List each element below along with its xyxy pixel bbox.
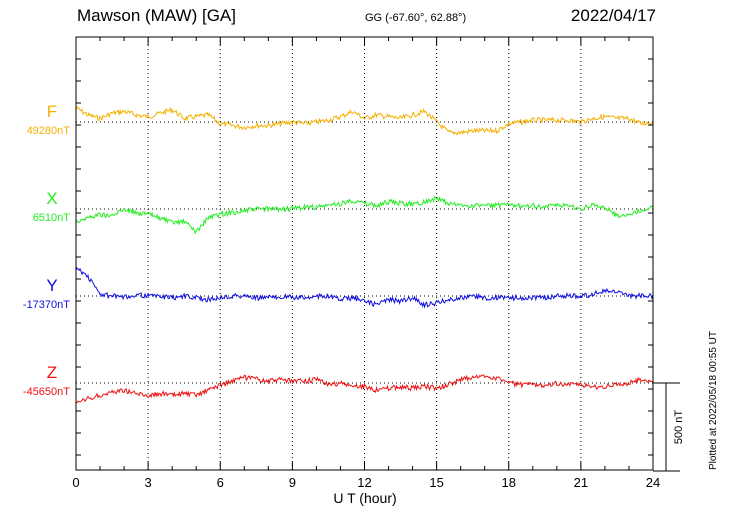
x-tick-label-12: 12 xyxy=(357,475,371,490)
scale-bar: 500 nT xyxy=(653,382,685,472)
series-line-F xyxy=(75,106,654,136)
x-tick-label-6: 6 xyxy=(217,475,224,490)
series-lines xyxy=(75,106,654,404)
x-tick-label-15: 15 xyxy=(429,475,443,490)
grid-lines xyxy=(147,37,582,470)
chart-date: 2022/04/17 xyxy=(570,6,656,25)
baseline-value-X: 6510nT xyxy=(33,212,71,224)
series-line-X xyxy=(75,195,654,235)
series-label-Y: Y xyxy=(46,276,57,295)
series-line-Z xyxy=(75,374,654,404)
x-tick-label-21: 21 xyxy=(574,475,588,490)
x-tick-label-18: 18 xyxy=(502,475,516,490)
plotted-timestamp: Plotted at 2022/05/18 00:55 UT xyxy=(708,331,719,470)
x-tick-label-24: 24 xyxy=(646,475,660,490)
x-axis-label: U T (hour) xyxy=(333,490,396,506)
baseline-value-Z: -45650nT xyxy=(23,386,70,398)
series-label-Z: Z xyxy=(47,363,57,382)
baseline-value-Y: -17370nT xyxy=(23,299,70,311)
scale-bar-label: 500 nT xyxy=(673,410,685,445)
baseline-value-F: 49280nT xyxy=(27,125,71,137)
series-label-F: F xyxy=(47,102,57,121)
series-label-X: X xyxy=(46,189,57,208)
series-line-Y xyxy=(75,267,654,309)
axis-ticks xyxy=(75,37,654,470)
x-tick-label-0: 0 xyxy=(72,475,79,490)
x-tick-label-9: 9 xyxy=(289,475,296,490)
axis-labels: F 49280nT X 6510nT Y -17370nT Z -45650nT 0 3 6 9 12 1… xyxy=(23,102,660,490)
geographic-coordinates: GG (-67.60°, 62.88°) xyxy=(365,12,467,24)
x-tick-label-3: 3 xyxy=(145,475,152,490)
station-title: Mawson (MAW) [GA] xyxy=(77,6,236,25)
